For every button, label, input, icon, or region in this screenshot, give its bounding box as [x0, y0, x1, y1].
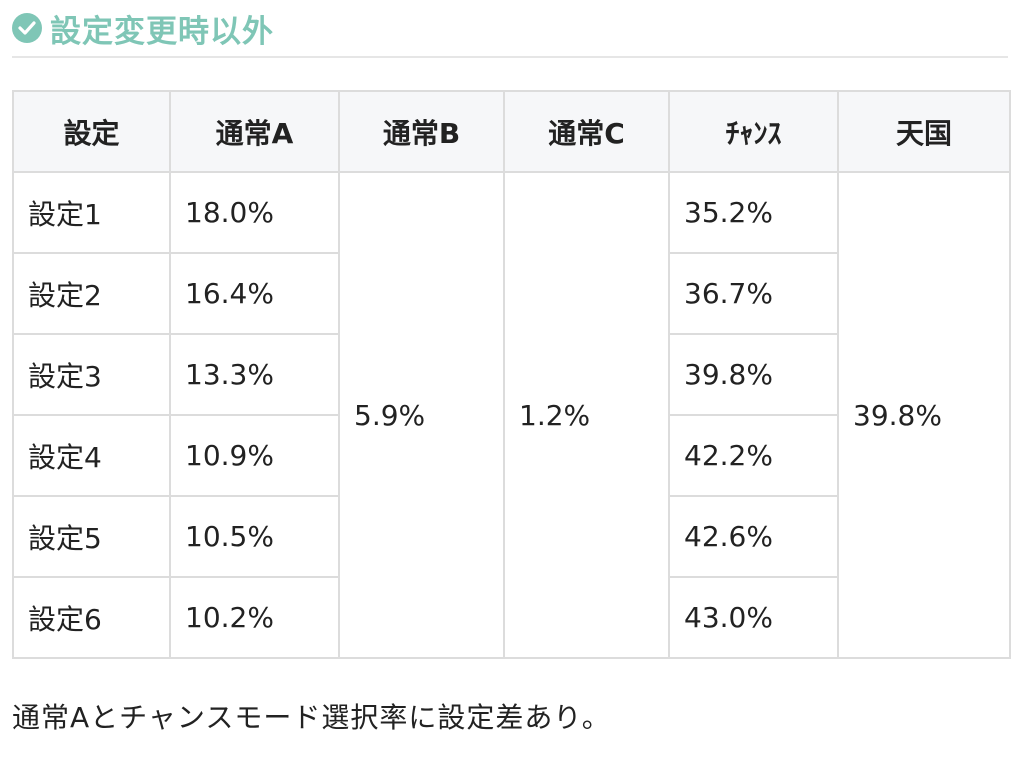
- heaven-merged-cell: 39.8%: [837, 171, 1011, 659]
- setting-cell: 設定6: [12, 576, 171, 659]
- normal-a-cell: 18.0%: [169, 171, 340, 254]
- header-setting: 設定: [12, 90, 171, 173]
- chance-cell: 39.8%: [668, 333, 839, 416]
- mode-rate-table: 設定 通常A 通常B 通常C ﾁｬﾝｽ 天国 設定1 18.0% 5.9% 1.…: [12, 90, 1011, 659]
- normal-a-cell: 10.2%: [169, 576, 340, 659]
- setting-cell: 設定2: [12, 252, 171, 335]
- header-normal-c: 通常C: [503, 90, 670, 173]
- setting-cell: 設定1: [12, 171, 171, 254]
- section-title: 設定変更時以外: [50, 13, 274, 50]
- normal-a-cell: 13.3%: [169, 333, 340, 416]
- chance-cell: 43.0%: [668, 576, 839, 659]
- note-text: 通常Aとチャンスモード選択率に設定差あり。: [12, 701, 611, 734]
- check-circle-icon: [12, 13, 42, 43]
- normal-c-merged-cell: 1.2%: [503, 171, 670, 659]
- chance-cell: 36.7%: [668, 252, 839, 335]
- header-normal-a: 通常A: [169, 90, 340, 173]
- table-row: 設定3 13.3% 39.8%: [12, 333, 1010, 416]
- header-chance: ﾁｬﾝｽ: [668, 90, 839, 173]
- table-row: 設定2 16.4% 36.7%: [12, 252, 1010, 335]
- normal-a-cell: 16.4%: [169, 252, 340, 335]
- table-header-row: 設定 通常A 通常B 通常C ﾁｬﾝｽ 天国: [12, 90, 1011, 173]
- normal-a-cell: 10.9%: [169, 414, 340, 497]
- section-heading: 設定変更時以外: [12, 6, 1008, 58]
- table-row: 設定5 10.5% 42.6%: [12, 495, 1010, 578]
- normal-b-merged-cell: 5.9%: [338, 171, 505, 659]
- table-row: 設定4 10.9% 42.2%: [12, 414, 1010, 497]
- table-row: 設定1 18.0% 5.9% 1.2% 35.2% 39.8%: [12, 171, 1011, 659]
- chance-cell: 42.6%: [668, 495, 839, 578]
- normal-a-cell: 10.5%: [169, 495, 340, 578]
- chance-cell: 35.2%: [668, 171, 839, 254]
- header-heaven: 天国: [837, 90, 1011, 173]
- header-normal-b: 通常B: [338, 90, 505, 173]
- setting-cell: 設定3: [12, 333, 171, 416]
- setting-cell: 設定4: [12, 414, 171, 497]
- setting-cell: 設定5: [12, 495, 171, 578]
- table-row: 設定6 10.2% 43.0%: [12, 576, 1010, 659]
- chance-cell: 42.2%: [668, 414, 839, 497]
